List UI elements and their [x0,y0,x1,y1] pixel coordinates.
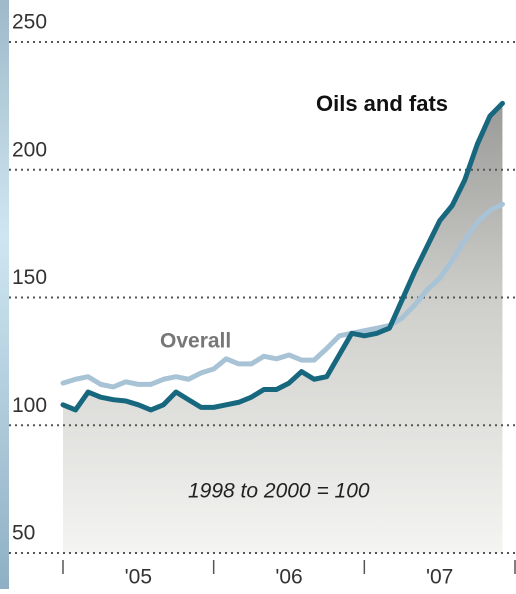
edge-strip [0,0,9,589]
y-tick-label: 200 [12,138,47,161]
annotation: 1998 to 2000 = 100 [188,480,370,503]
y-tick-label: 250 [12,11,47,34]
x-tick-label: '07 [426,566,453,589]
series-line [60,100,505,413]
x-tick-label: '06 [275,566,302,589]
x-tick-label: '05 [125,566,152,589]
series-line [60,201,505,390]
area-fill [63,103,503,553]
series-label: Oils and fats [316,91,448,116]
y-tick-label: 50 [12,522,35,545]
area-layer [63,103,503,553]
series-label: Overall [160,330,231,353]
y-tick-label: 150 [12,266,47,289]
y-tick-label: 100 [12,394,47,417]
